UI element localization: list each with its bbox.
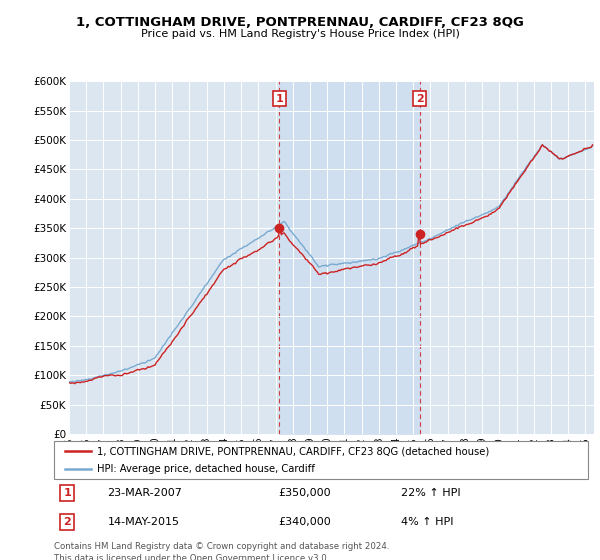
Text: Price paid vs. HM Land Registry's House Price Index (HPI): Price paid vs. HM Land Registry's House … [140, 29, 460, 39]
FancyBboxPatch shape [54, 441, 588, 479]
Text: 1, COTTINGHAM DRIVE, PONTPRENNAU, CARDIFF, CF23 8QG: 1, COTTINGHAM DRIVE, PONTPRENNAU, CARDIF… [76, 16, 524, 29]
Text: 4% ↑ HPI: 4% ↑ HPI [401, 517, 454, 528]
Text: £340,000: £340,000 [278, 517, 331, 528]
Text: 1: 1 [275, 94, 283, 104]
Text: Contains HM Land Registry data © Crown copyright and database right 2024.
This d: Contains HM Land Registry data © Crown c… [54, 542, 389, 560]
Text: £350,000: £350,000 [278, 488, 331, 498]
Text: 2: 2 [64, 517, 71, 528]
Text: 2: 2 [416, 94, 424, 104]
Text: 1: 1 [64, 488, 71, 498]
Text: 1, COTTINGHAM DRIVE, PONTPRENNAU, CARDIFF, CF23 8QG (detached house): 1, COTTINGHAM DRIVE, PONTPRENNAU, CARDIF… [97, 446, 489, 456]
Text: 14-MAY-2015: 14-MAY-2015 [107, 517, 179, 528]
Text: HPI: Average price, detached house, Cardiff: HPI: Average price, detached house, Card… [97, 464, 314, 474]
Text: 23-MAR-2007: 23-MAR-2007 [107, 488, 182, 498]
Text: 22% ↑ HPI: 22% ↑ HPI [401, 488, 461, 498]
